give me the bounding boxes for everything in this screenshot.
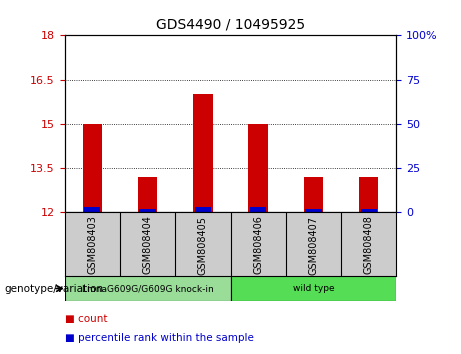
Bar xyxy=(305,209,322,212)
Bar xyxy=(248,124,268,212)
FancyBboxPatch shape xyxy=(65,276,230,301)
Text: GSM808403: GSM808403 xyxy=(87,216,97,274)
Bar xyxy=(304,177,323,212)
Bar xyxy=(138,177,157,212)
Bar xyxy=(195,207,211,212)
Text: ■ percentile rank within the sample: ■ percentile rank within the sample xyxy=(65,333,254,343)
Bar xyxy=(193,95,213,212)
Bar xyxy=(359,177,378,212)
Bar xyxy=(84,207,100,212)
Text: LmnaG609G/G609G knock-in: LmnaG609G/G609G knock-in xyxy=(82,284,213,293)
Bar xyxy=(250,207,266,212)
Bar xyxy=(361,209,377,212)
Text: GSM808404: GSM808404 xyxy=(142,216,153,274)
Text: GSM808406: GSM808406 xyxy=(253,216,263,274)
Title: GDS4490 / 10495925: GDS4490 / 10495925 xyxy=(156,17,305,32)
Bar xyxy=(139,209,156,212)
Bar xyxy=(83,124,102,212)
Text: GSM808405: GSM808405 xyxy=(198,216,208,275)
Text: GSM808408: GSM808408 xyxy=(364,216,374,274)
Text: wild type: wild type xyxy=(293,284,334,293)
Text: ■ count: ■ count xyxy=(65,314,107,324)
Text: genotype/variation: genotype/variation xyxy=(5,284,104,293)
Text: GSM808407: GSM808407 xyxy=(308,216,319,275)
FancyBboxPatch shape xyxy=(230,276,396,301)
